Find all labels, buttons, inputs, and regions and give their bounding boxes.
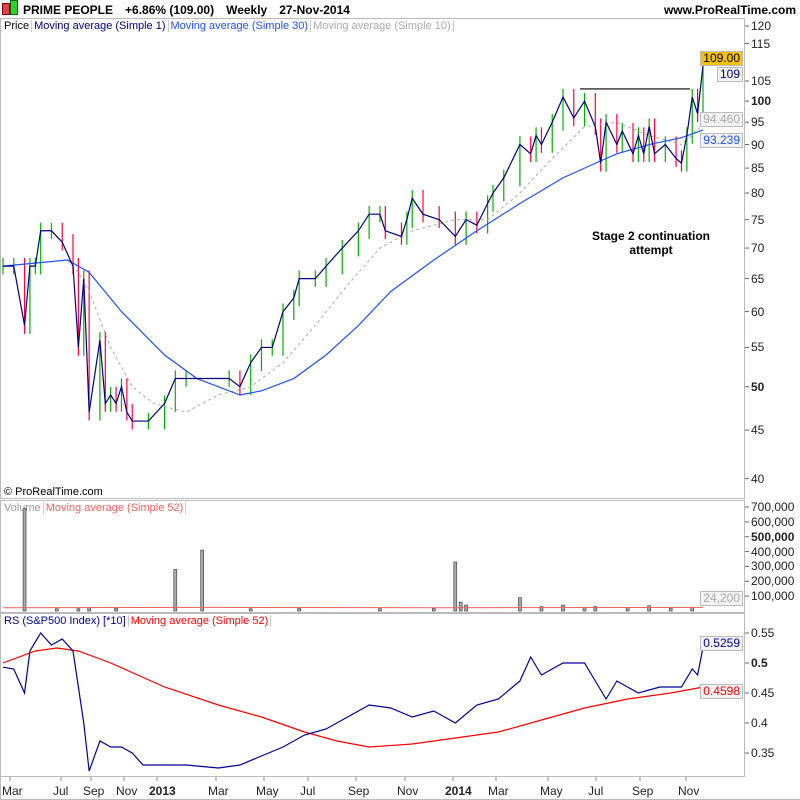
legend-price[interactable]: Price xyxy=(2,20,33,32)
legend-volume[interactable]: Volume xyxy=(2,502,44,514)
price-tick: 65 xyxy=(751,271,765,286)
x-tick-label: Mar xyxy=(2,784,23,798)
volume-legend: Volume Moving average (Simple 52) xyxy=(2,502,187,514)
price-legend: Price Moving average (Simple 1) Moving ave… xyxy=(2,20,454,32)
rs-tick: 0.35 xyxy=(751,746,775,760)
price-tick: 55 xyxy=(751,340,765,355)
x-tick-label: Mar xyxy=(488,784,509,798)
x-tick-label: Sep xyxy=(83,784,105,798)
volume-ma-tag: 24,200 xyxy=(700,591,743,606)
rs-tick: 0.55 xyxy=(751,626,775,640)
rs-tick: 0.5 xyxy=(751,656,768,670)
volume-tick: 600,000 xyxy=(751,514,795,529)
x-tick-label: Nov xyxy=(397,784,419,798)
x-tick-label: Sep xyxy=(632,784,654,798)
x-tick-label: Jul xyxy=(300,784,316,798)
candle-logo-icon-2 xyxy=(10,0,18,15)
candle-logo-icon xyxy=(2,3,10,15)
x-tick-label: Mar xyxy=(208,784,229,798)
rs-legend: RS (S&P500 Index) [*10] Moving average (S… xyxy=(2,615,272,627)
x-tick-label: Jul xyxy=(588,784,604,798)
price-tick: 90 xyxy=(751,137,765,152)
volume-tick: 100,000 xyxy=(751,589,795,604)
x-tick-label: May xyxy=(540,784,563,798)
volume-tick: 200,000 xyxy=(751,574,795,589)
legend-ma30[interactable]: Moving average (Simple 30) xyxy=(168,20,312,32)
volume-tick: 500,000 xyxy=(751,529,795,544)
price-tick: 100 xyxy=(751,94,772,109)
change: +6.86% (109.00) xyxy=(125,3,215,17)
site-link[interactable]: www.ProRealTime.com xyxy=(663,3,796,17)
chart-header: PRIME PEOPLE +6.86% (109.00) Weekly 27-N… xyxy=(0,0,800,18)
price-tick: 45 xyxy=(751,423,765,438)
rs-panel[interactable]: RS (S&P500 Index) [*10] Moving average (S… xyxy=(0,613,745,777)
price-tick: 105 xyxy=(751,74,772,88)
price-tick: 70 xyxy=(751,241,765,256)
price-tick: 85 xyxy=(751,161,765,176)
x-tick-label: Nov xyxy=(116,784,138,798)
ma10-tag: 94.460 xyxy=(700,111,743,127)
volume-tick: 700,000 xyxy=(751,500,795,514)
annotation-line1: Stage 2 continuation xyxy=(591,229,710,243)
x-tick-label: Nov xyxy=(678,784,700,798)
annotation: Stage 2 continuation attempt xyxy=(561,229,741,257)
copyright: © ProRealTime.com xyxy=(4,486,103,498)
annotation-line2: attempt xyxy=(629,243,673,257)
price-panel[interactable]: Price Moving average (Simple 1) Moving ave… xyxy=(0,18,745,499)
price-tick: 80 xyxy=(751,186,765,201)
price-tick: 60 xyxy=(751,304,765,319)
legend-volume-ma[interactable]: Moving average (Simple 52) xyxy=(43,502,187,514)
price-tick: 95 xyxy=(751,115,765,130)
price-tick: 50 xyxy=(751,379,765,394)
ma30-tag: 93.239 xyxy=(700,132,743,148)
price-tick: 115 xyxy=(751,36,771,51)
volume-panel[interactable]: Volume Moving average (Simple 52) xyxy=(0,500,745,613)
rs-tick: 0.45 xyxy=(751,686,775,700)
header-info: PRIME PEOPLE +6.86% (109.00) Weekly 27-N… xyxy=(23,3,350,17)
legend-rs-ma[interactable]: Moving average (Simple 52) xyxy=(128,615,272,627)
period: Weekly xyxy=(226,3,268,17)
ma1-tag: 109 xyxy=(716,66,743,82)
x-tick-label: 2014 xyxy=(445,784,472,798)
x-tick-label: 2013 xyxy=(149,784,176,798)
rs-tag: 0.5259 xyxy=(700,636,743,652)
date: 27-Nov-2014 xyxy=(279,3,350,17)
price-tag: 109.00 xyxy=(700,50,743,66)
x-tick-label: Sep xyxy=(348,784,370,798)
rs-ma-tag: 0.4598 xyxy=(700,684,743,700)
rs-tick: 0.4 xyxy=(751,716,768,730)
x-tick-label: May xyxy=(256,784,279,798)
legend-ma10[interactable]: Moving average (Simple 10) xyxy=(311,20,454,32)
ticker: PRIME PEOPLE xyxy=(23,3,114,17)
price-tick: 120 xyxy=(751,19,772,33)
legend-rs[interactable]: RS (S&P500 Index) [*10] xyxy=(2,615,129,627)
price-tick: 75 xyxy=(751,212,765,227)
x-tick-label: Jul xyxy=(53,784,69,798)
volume-tick: 300,000 xyxy=(751,559,795,574)
legend-ma1[interactable]: Moving average (Simple 1) xyxy=(32,20,169,32)
volume-tick: 400,000 xyxy=(751,544,795,559)
price-tick: 40 xyxy=(751,471,765,486)
